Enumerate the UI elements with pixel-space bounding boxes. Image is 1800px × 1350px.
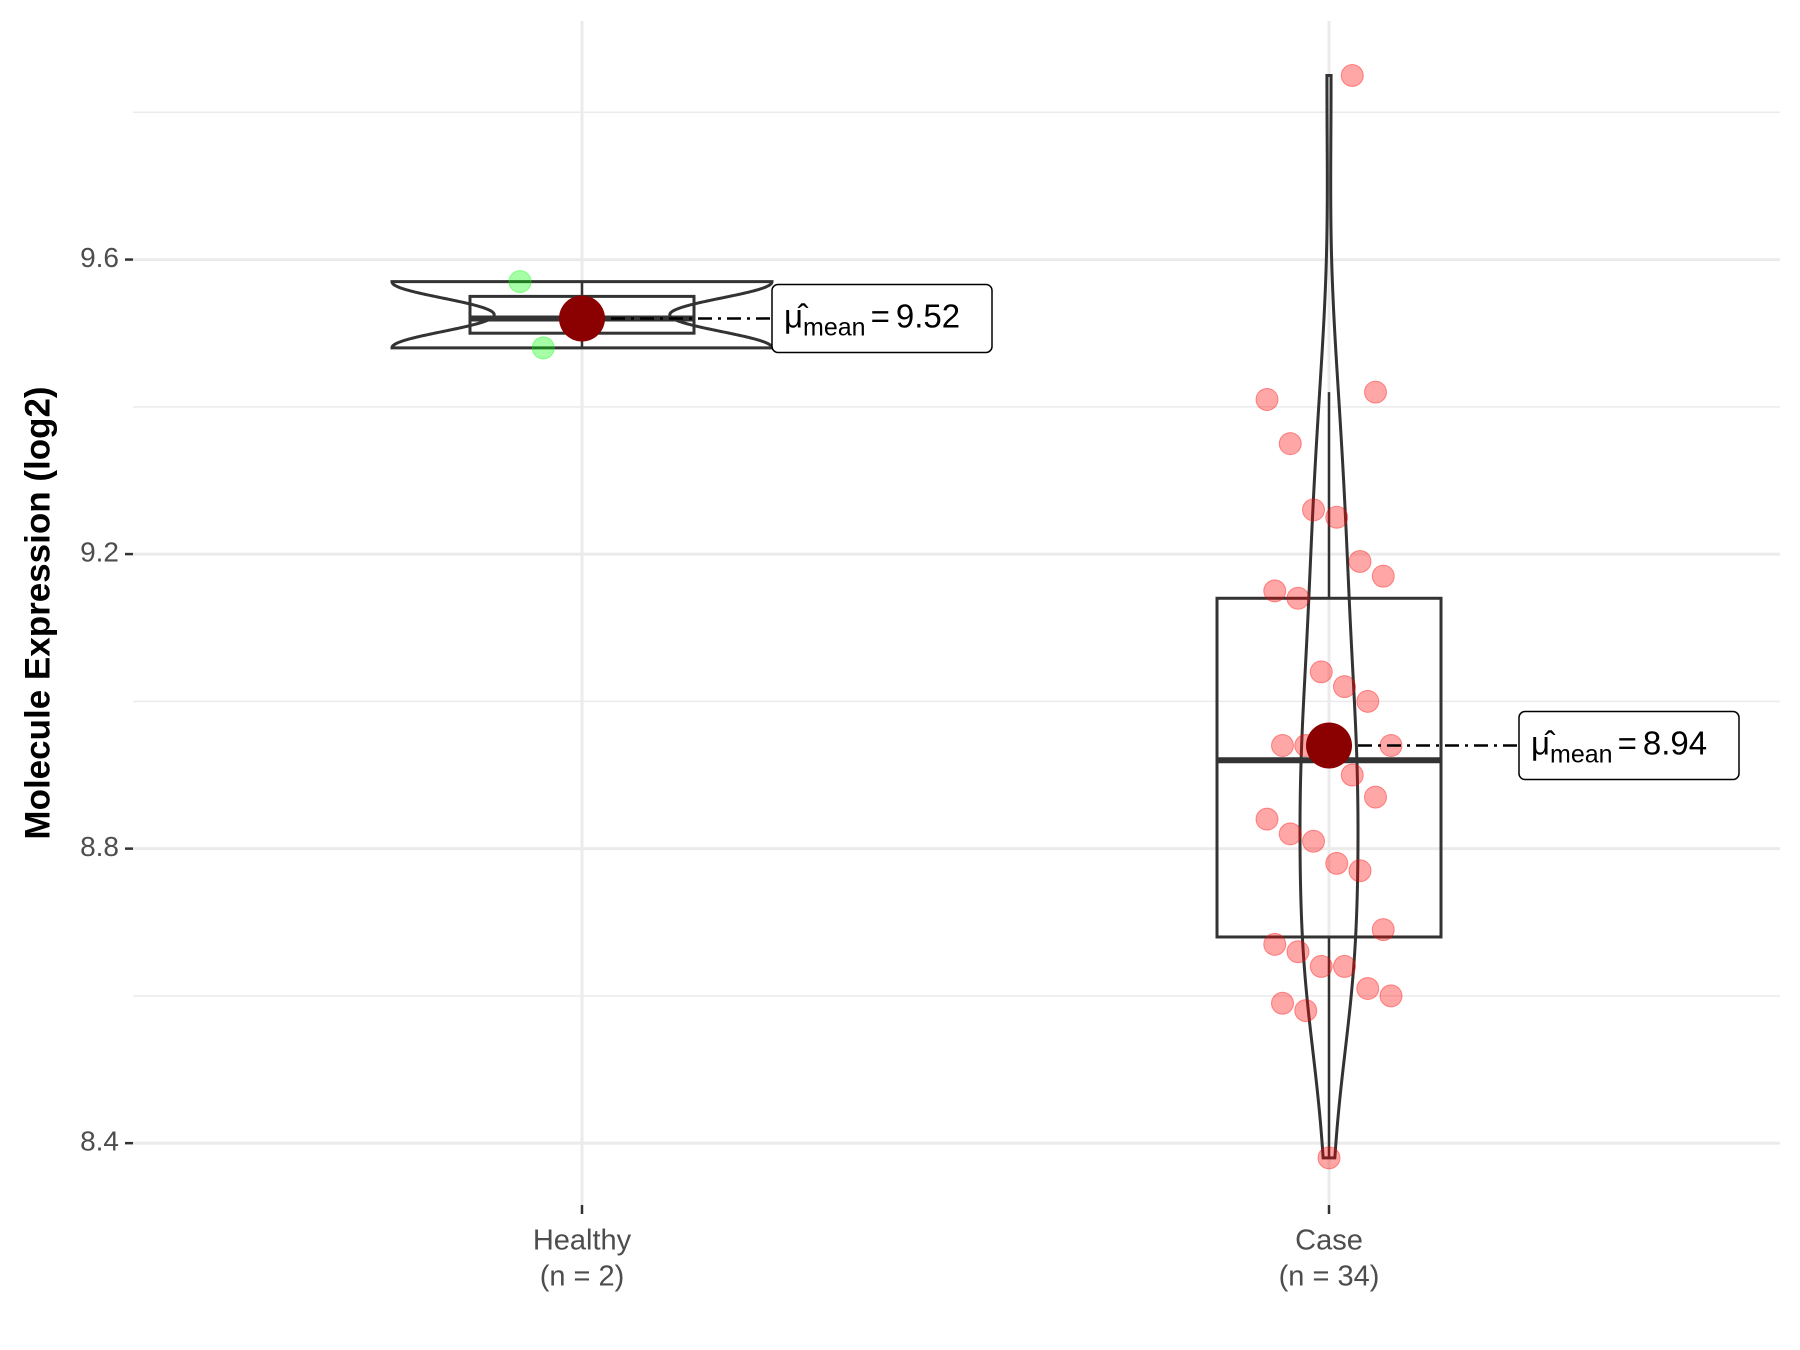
- mean-label-box: [771, 283, 993, 354]
- data-point: [1356, 977, 1380, 1001]
- data-point: [1294, 999, 1318, 1023]
- mean-equals: =: [871, 297, 890, 334]
- data-point: [1309, 660, 1333, 684]
- data-point: [1348, 859, 1372, 883]
- data-point: [1348, 549, 1372, 573]
- data-point: [1278, 432, 1302, 456]
- data-point: [1255, 807, 1279, 831]
- data-point: [1333, 675, 1356, 699]
- data-point: [1364, 785, 1387, 809]
- y-tick-label: 9.6: [80, 242, 119, 273]
- data-point: [1371, 564, 1395, 588]
- data-point: [1356, 689, 1380, 713]
- y-tick-label: 8.8: [80, 831, 119, 862]
- data-point: [1364, 380, 1387, 404]
- mean-subscript: mean: [1550, 740, 1613, 768]
- data-point: [1340, 63, 1364, 87]
- mean-point: [559, 295, 605, 342]
- data-point: [1302, 829, 1325, 853]
- data-point: [1255, 387, 1279, 411]
- mean-label: μ̂mean = 8.94: [1531, 724, 1707, 768]
- x-tick-label: Case: [1295, 1225, 1363, 1257]
- mean-value: 9.52: [896, 297, 960, 334]
- data-point: [1263, 579, 1287, 603]
- mean-label: μ̂mean = 9.52: [784, 297, 960, 341]
- data-point: [1309, 954, 1333, 978]
- data-point: [1263, 932, 1287, 956]
- x-tick-label: Healthy: [533, 1225, 632, 1257]
- mean-subscript: mean: [803, 313, 866, 341]
- data-point: [1379, 984, 1403, 1008]
- data-point: [1340, 763, 1364, 787]
- y-tick-label: 8.4: [80, 1126, 119, 1157]
- y-tick-label: 9.2: [80, 536, 119, 567]
- data-point: [531, 336, 555, 360]
- data-point: [1271, 991, 1294, 1015]
- data-point: [1333, 954, 1356, 978]
- data-point: [1278, 822, 1302, 846]
- violin: [1298, 73, 1360, 1160]
- data-point: [1302, 498, 1325, 522]
- mean-point: [1306, 722, 1352, 769]
- y-axis-title: Molecule Expression (log2): [18, 386, 57, 839]
- data-point: [1371, 918, 1395, 942]
- data-point: [1325, 505, 1349, 529]
- data-point: [508, 270, 532, 294]
- mean-value: 8.94: [1643, 724, 1707, 761]
- box: [1215, 596, 1443, 939]
- mean-equals: =: [1618, 724, 1637, 761]
- data-point: [1317, 1146, 1341, 1170]
- x-tick-count: (n = 2): [540, 1261, 625, 1293]
- mean-label-box: [1518, 710, 1740, 781]
- data-point: [1286, 940, 1310, 964]
- data-point: [1286, 586, 1310, 610]
- x-tick-count: (n = 34): [1279, 1261, 1380, 1293]
- data-point: [1271, 734, 1294, 758]
- data-point: [1325, 851, 1349, 875]
